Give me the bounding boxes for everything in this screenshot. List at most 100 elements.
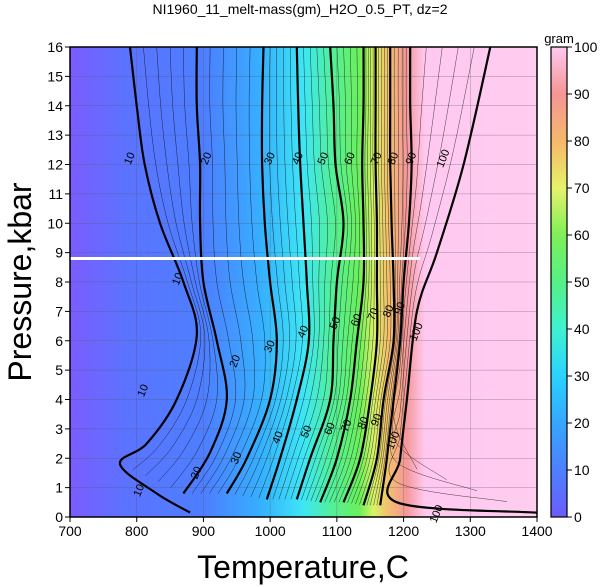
- minor-contour-80-3: [373, 47, 404, 506]
- minor-contour-60-4: [338, 47, 375, 503]
- minor-contour-20-4: [217, 47, 266, 494]
- minor-contour-10-3: [157, 47, 211, 482]
- contour-label-17: 60: [349, 312, 365, 328]
- y-tick-label-3: 3: [55, 421, 63, 437]
- y-tick-label-14: 14: [47, 98, 63, 114]
- colorbar-tick-label-1: 10: [574, 462, 590, 478]
- minor-contour-80-4: [376, 47, 408, 506]
- minor-contour-60-3: [333, 47, 373, 503]
- contour-label-9: 30: [229, 450, 245, 466]
- y-tick-label-12: 12: [47, 157, 63, 173]
- x-tick-label-4: 1100: [322, 523, 352, 539]
- minor-contour-40-3: [284, 47, 328, 500]
- contour-label-2: 10: [135, 383, 151, 399]
- contour-label-3: 10: [131, 483, 147, 499]
- contour-10: [118, 47, 198, 514]
- contour-label-23: 80: [381, 303, 397, 319]
- minor-contour-50-3: [310, 47, 356, 502]
- y-tick-label-2: 2: [55, 450, 63, 466]
- y-tick-label-15: 15: [47, 68, 63, 84]
- minor-contour-70-3: [355, 47, 388, 505]
- chart-title: NI1960_11_melt-mass(gm)_H2O_0.5_PT, dz=2: [152, 1, 447, 17]
- contour-100: [386, 47, 537, 514]
- y-tick-label-7: 7: [55, 303, 63, 319]
- contour-40: [265, 47, 311, 500]
- minor-contour-90-4: [388, 47, 508, 502]
- y-tick-label-9: 9: [55, 245, 63, 261]
- minor-contour-50-4: [315, 47, 360, 502]
- contour-label-1: 10: [170, 271, 186, 287]
- minor-contour-80-2: [369, 47, 400, 506]
- y-tick-label-5: 5: [55, 362, 63, 378]
- minor-contour-70-2: [351, 47, 385, 504]
- contour-label-14: 50: [328, 315, 344, 331]
- contour-label-6: 20: [189, 465, 205, 481]
- x-tick-label-2: 900: [192, 523, 216, 539]
- contour-label-12: 40: [270, 430, 286, 446]
- contour-70: [342, 47, 379, 503]
- minor-contour-50-1: [301, 47, 348, 501]
- y-tick-label-1: 1: [55, 480, 63, 496]
- contour-label-13: 50: [316, 151, 332, 167]
- contour-label-4: 20: [199, 151, 215, 167]
- x-tick-label-5: 1200: [388, 523, 419, 539]
- y-tick-label-4: 4: [55, 392, 63, 408]
- x-axis-ticks: 700 800 900 1000 1100 1200 1300 1400: [58, 517, 553, 539]
- minor-contour-20-2: [200, 47, 246, 494]
- minor-contour-80-1: [366, 47, 397, 506]
- contour-label-25: 90: [404, 151, 420, 167]
- x-tick-label-1: 800: [125, 523, 149, 539]
- minor-contour-90-3: [390, 47, 478, 492]
- contour-label-22: 80: [386, 151, 402, 167]
- colorbar-tick-label-2: 20: [574, 415, 590, 431]
- minor-contour-30-4: [258, 47, 303, 499]
- x-tick-label-6: 1300: [455, 523, 486, 539]
- contour-label-16: 60: [342, 151, 358, 167]
- minor-contour-10-2: [145, 47, 206, 477]
- contour-label-7: 30: [262, 151, 278, 167]
- contour-label-20: 70: [366, 306, 382, 322]
- contour-30: [225, 47, 278, 495]
- colorbar-tick-label-8: 80: [574, 133, 590, 149]
- x-axis-label: Temperature,C: [197, 549, 409, 585]
- colorbar-tick-label-5: 50: [574, 274, 590, 290]
- colorbar-tick-label-7: 70: [574, 180, 590, 196]
- minor-contour-40-2: [278, 47, 320, 500]
- minor-contour-20-3: [209, 47, 255, 494]
- y-tick-label-11: 11: [48, 186, 63, 202]
- minor-contour-30-1: [234, 47, 284, 495]
- minor-contour-70-4: [359, 47, 392, 505]
- minor-contour-70-1: [347, 47, 381, 503]
- y-tick-label-10: 10: [47, 215, 63, 231]
- minor-contour-30-2: [242, 47, 290, 496]
- colorbar-tick-label-10: 100: [574, 39, 598, 55]
- contour-label-21: 70: [339, 418, 355, 434]
- colorbar-tick-label-4: 40: [574, 321, 590, 337]
- contour-label-11: 40: [296, 324, 312, 340]
- minor-contour-10-4: [170, 47, 218, 488]
- minor-contour-60-2: [329, 47, 370, 503]
- y-tick-label-13: 13: [47, 127, 63, 143]
- minor-contour-60-1: [324, 47, 367, 503]
- contour-label-5: 20: [228, 353, 244, 369]
- contour-label-19: 70: [369, 151, 385, 167]
- minor-contour-40-4: [290, 47, 336, 500]
- colorbar-scale: [550, 46, 568, 518]
- colorbar-tick-label-9: 90: [574, 86, 590, 102]
- x-tick-label-7: 1400: [521, 523, 552, 539]
- contour-label-0: 10: [122, 151, 138, 167]
- y-tick-label-8: 8: [55, 274, 63, 290]
- y-axis-label: Pressure,kbar: [2, 182, 38, 382]
- y-tick-label-16: 16: [47, 39, 63, 55]
- colorbar-tick-label-3: 30: [574, 368, 590, 384]
- minor-contour-30-3: [250, 47, 297, 498]
- colorbar-tick-label-6: 60: [574, 227, 590, 243]
- colorbar-tick-label-0: 0: [574, 509, 582, 525]
- minor-contour-40-1: [272, 47, 315, 500]
- contour-90: [379, 47, 413, 506]
- contour-80: [362, 47, 396, 506]
- minor-contour-90-1: [393, 47, 427, 470]
- y-tick-label-6: 6: [55, 333, 63, 349]
- contour-label-10: 40: [290, 151, 306, 167]
